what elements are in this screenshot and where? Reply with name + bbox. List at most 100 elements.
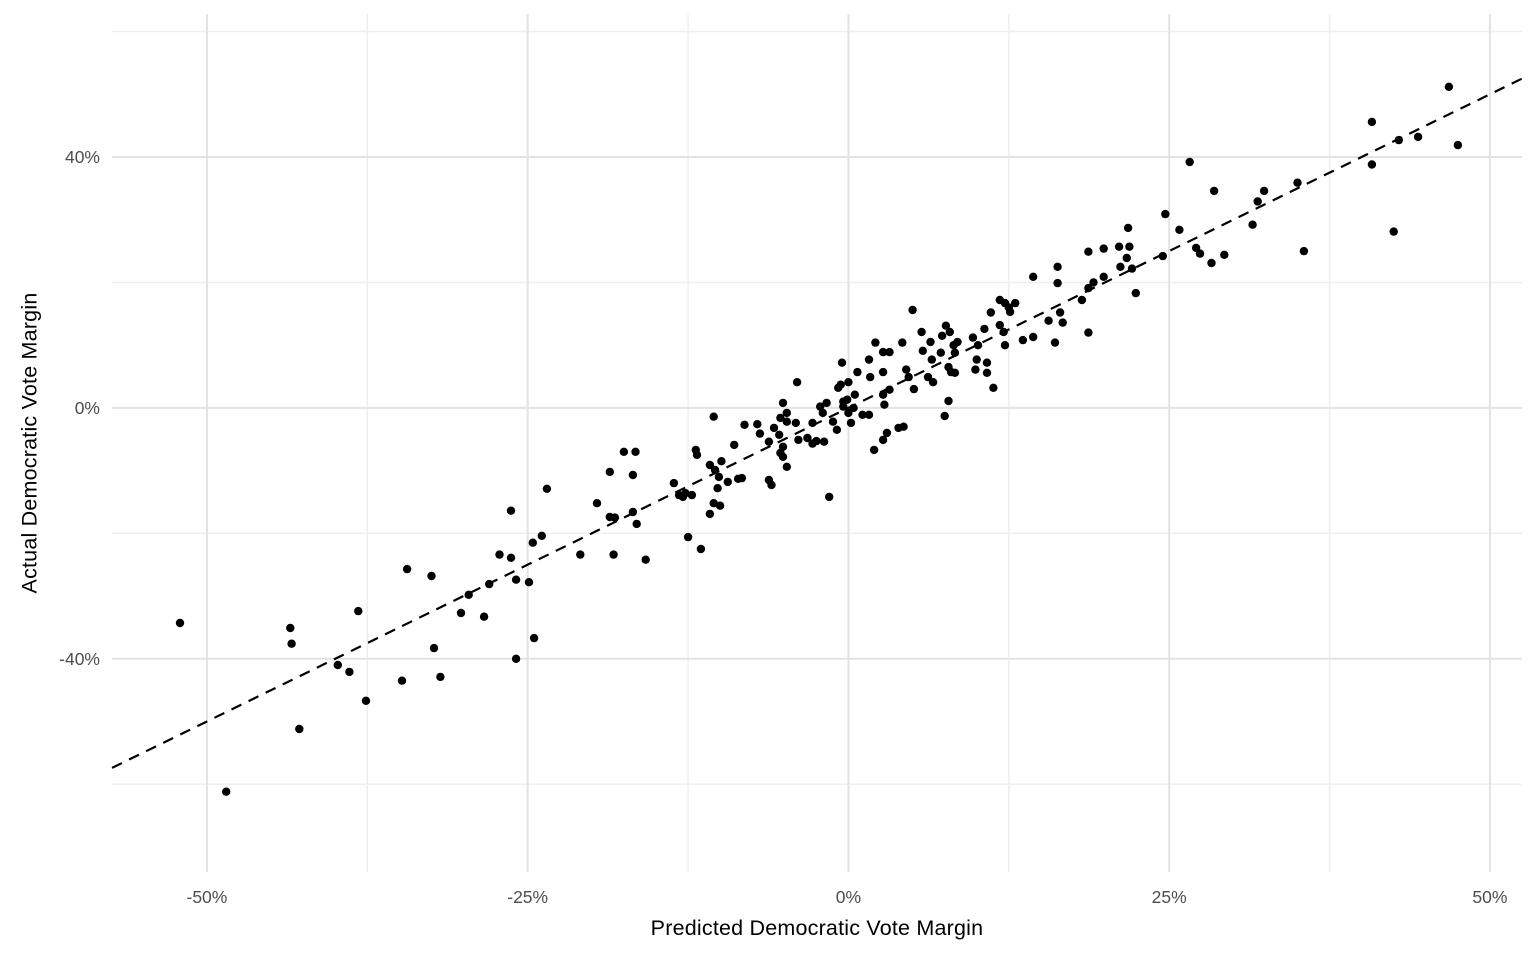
- data-point: [528, 538, 537, 547]
- data-point: [740, 420, 749, 429]
- data-point: [429, 643, 439, 653]
- data-point: [791, 418, 800, 428]
- data-point: [576, 550, 585, 559]
- data-point: [1248, 220, 1257, 229]
- data-point: [286, 623, 295, 633]
- data-point: [866, 372, 875, 382]
- data-point: [775, 430, 784, 439]
- data-point: [753, 420, 762, 429]
- data-point: [1058, 318, 1067, 327]
- data-point: [397, 676, 407, 685]
- data-point: [1116, 262, 1125, 271]
- data-point: [972, 355, 981, 364]
- data-point: [1084, 328, 1093, 337]
- data-point: [828, 417, 838, 426]
- data-point: [782, 408, 791, 418]
- data-point: [610, 513, 620, 522]
- data-point: [1053, 278, 1062, 288]
- data-point: [989, 383, 998, 392]
- data-point: [885, 385, 894, 394]
- data-point: [1125, 242, 1134, 251]
- data-point: [982, 368, 992, 377]
- data-point: [669, 478, 679, 488]
- x-tick-label: -25%: [507, 887, 548, 907]
- data-point: [945, 327, 954, 337]
- data-point: [999, 327, 1008, 337]
- data-point: [495, 550, 504, 559]
- data-point: [1029, 272, 1038, 281]
- data-point: [345, 667, 354, 677]
- data-point: [692, 450, 702, 460]
- data-point: [794, 435, 803, 445]
- data-point: [537, 531, 546, 540]
- data-point: [864, 410, 874, 419]
- data-point: [950, 368, 960, 377]
- data-point: [837, 358, 847, 367]
- data-point: [1299, 246, 1309, 256]
- y-axis-title: Actual Democratic Vote Margin: [17, 292, 42, 594]
- data-point: [923, 372, 933, 382]
- data-point: [1131, 288, 1141, 298]
- data-point: [853, 367, 862, 377]
- data-point: [808, 418, 817, 428]
- data-point: [986, 308, 995, 317]
- data-point: [295, 724, 304, 734]
- data-point: [714, 472, 724, 482]
- y-tick-label: -40%: [59, 649, 100, 669]
- data-point: [864, 355, 874, 364]
- data-point: [592, 499, 602, 508]
- data-point: [1123, 223, 1133, 233]
- data-point: [941, 321, 951, 330]
- data-point: [926, 337, 935, 347]
- data-point: [980, 324, 989, 334]
- data-point: [730, 440, 739, 450]
- data-point: [818, 408, 827, 418]
- data-point: [834, 383, 843, 392]
- data-point: [1161, 209, 1170, 219]
- data-point: [918, 346, 927, 355]
- data-point: [764, 437, 774, 446]
- data-point: [882, 428, 892, 438]
- data-point: [843, 395, 852, 404]
- data-point: [839, 402, 848, 411]
- data-point: [1053, 262, 1062, 271]
- data-point: [1220, 250, 1229, 259]
- data-point: [1004, 303, 1013, 312]
- data-point: [687, 490, 697, 500]
- data-point: [713, 484, 722, 493]
- data-point: [464, 590, 473, 599]
- data-point: [1413, 132, 1423, 142]
- data-point: [715, 501, 725, 510]
- data-point: [1055, 308, 1065, 317]
- data-point: [1114, 242, 1124, 251]
- data-point: [1209, 186, 1219, 196]
- data-point: [1195, 249, 1205, 258]
- data-point: [1444, 82, 1454, 92]
- data-point: [506, 506, 516, 515]
- data-point: [927, 355, 936, 364]
- data-point: [1367, 160, 1377, 169]
- data-point: [782, 462, 791, 471]
- data-point: [1089, 278, 1098, 287]
- identity-reference-line: [111, 77, 1523, 769]
- data-point: [995, 320, 1004, 330]
- y-tick-label: 0%: [75, 398, 100, 418]
- data-point: [1185, 157, 1194, 167]
- data-point: [917, 327, 926, 337]
- data-point: [456, 608, 466, 618]
- data-point: [808, 439, 817, 448]
- data-point: [816, 402, 825, 411]
- data-point: [968, 333, 978, 342]
- data-point: [628, 470, 638, 480]
- data-point: [767, 480, 776, 490]
- x-tick-label: 0%: [836, 887, 861, 907]
- data-point: [825, 492, 834, 502]
- data-point: [674, 490, 684, 500]
- data-point: [632, 519, 641, 529]
- data-point: [709, 412, 718, 421]
- data-point: [485, 579, 494, 589]
- data-point: [717, 457, 726, 466]
- data-point: [778, 452, 788, 461]
- data-point: [755, 429, 765, 438]
- data-point: [803, 433, 812, 443]
